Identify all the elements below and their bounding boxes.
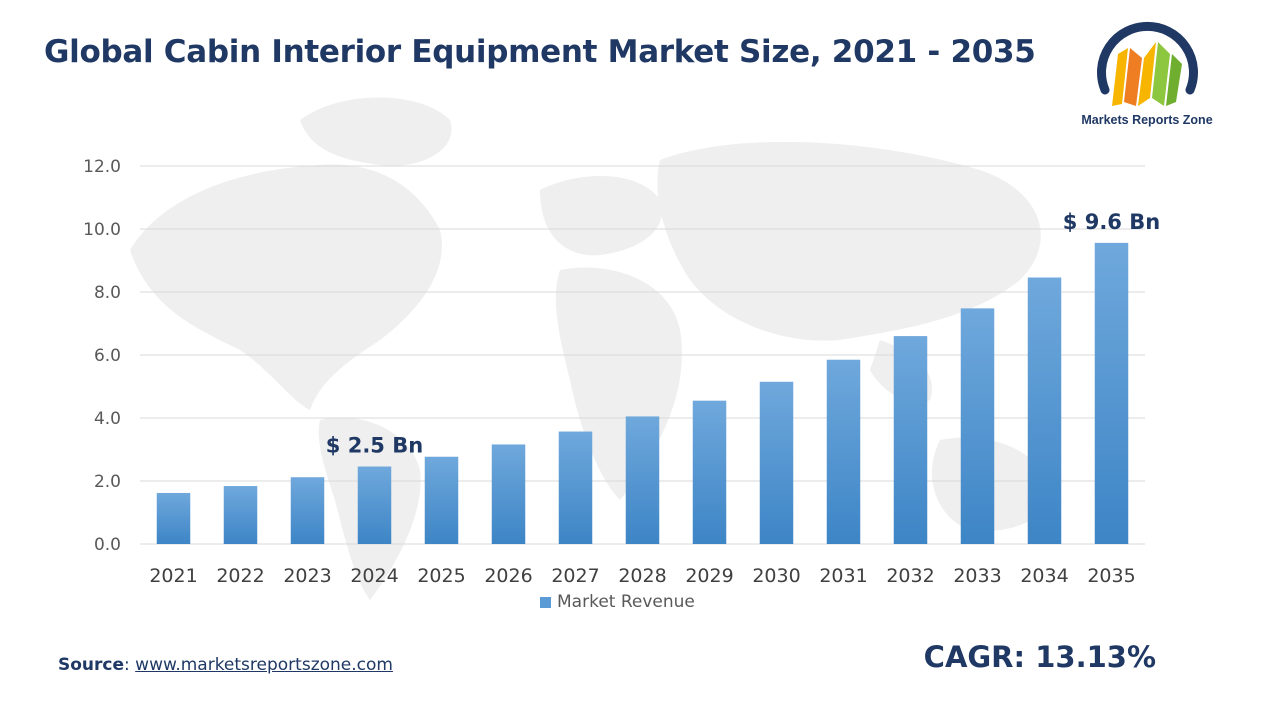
bar-2025 (424, 456, 459, 544)
y-tick-label: 0.0 (94, 535, 121, 555)
x-tick-label: 2029 (685, 565, 733, 587)
x-tick-label: 2022 (216, 565, 264, 587)
bar-2024 (357, 466, 392, 544)
x-tick-label: 2026 (484, 565, 532, 587)
y-tick-label: 4.0 (94, 409, 121, 429)
bar-2026 (491, 444, 526, 544)
bar-2029 (692, 400, 727, 544)
x-tick-label: 2031 (819, 565, 867, 587)
bar-2028 (625, 416, 660, 544)
data-label-2024: $ 2.5 Bn (326, 434, 423, 458)
source-label: Source (58, 655, 125, 675)
source-separator: : (124, 655, 136, 675)
x-tick-label: 2033 (953, 565, 1001, 587)
x-tick-label: 2035 (1087, 565, 1135, 587)
x-tick-label: 2032 (886, 565, 934, 587)
x-tick-label: 2023 (283, 565, 331, 587)
logo-text: Markets Reports Zone (1081, 113, 1213, 127)
y-tick-label: 8.0 (94, 283, 121, 303)
bar-2033 (960, 308, 995, 544)
bar-2021 (156, 492, 191, 544)
bar-2030 (759, 381, 794, 544)
y-tick-label: 2.0 (94, 472, 121, 492)
x-tick-label: 2034 (1020, 565, 1068, 587)
y-tick-label: 12.0 (83, 157, 121, 177)
data-label-2035: $ 9.6 Bn (1063, 210, 1160, 234)
bar-2035 (1094, 242, 1129, 545)
logo-icon (1097, 21, 1198, 106)
x-tick-label: 2027 (551, 565, 599, 587)
bar-2023 (290, 477, 325, 544)
x-tick-label: 2025 (417, 565, 465, 587)
bar-2031 (826, 359, 861, 544)
chart-title: Global Cabin Interior Equipment Market S… (44, 34, 1036, 70)
x-tick-label: 2021 (149, 565, 197, 587)
bar-2032 (893, 336, 928, 544)
bar-2034 (1027, 277, 1062, 544)
cagr-value: CAGR: 13.13% (923, 640, 1156, 674)
legend-label: Market Revenue (557, 592, 695, 612)
chart-legend: Market Revenue (540, 592, 695, 612)
bar-2022 (223, 486, 258, 544)
x-tick-label: 2028 (618, 565, 666, 587)
bar-2027 (558, 431, 593, 544)
legend-swatch (540, 596, 551, 608)
y-tick-label: 6.0 (94, 346, 121, 366)
x-tick-label: 2024 (350, 565, 398, 587)
source-note: Source: www.marketsreportszone.com (58, 655, 393, 675)
source-link[interactable]: www.marketsreportszone.com (135, 655, 393, 675)
x-tick-label: 2030 (752, 565, 800, 587)
brand-logo: Markets Reports Zone (1072, 18, 1222, 133)
y-tick-label: 10.0 (83, 220, 121, 240)
